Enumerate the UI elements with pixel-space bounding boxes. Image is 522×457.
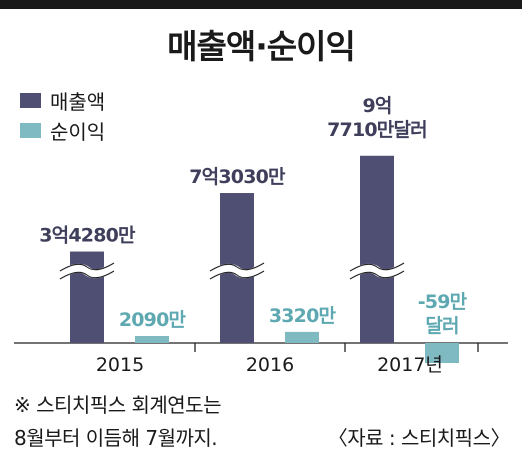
axis-break-line [59,270,115,280]
axis-break-line [349,262,405,272]
data-label-revenue: 7억3030만 [189,166,286,188]
axis-break-line [209,262,265,272]
x-tick-label: 2017년 [377,354,443,376]
bar-revenue-2017년 [360,155,394,343]
bar-profit-2015 [135,335,169,343]
legend-item-profit: 순이익 [20,116,105,145]
legend-label-revenue: 매출액 [50,90,106,114]
data-label-profit: 달러 [425,315,458,337]
bar-profit-2016 [285,331,319,343]
legend-swatch-profit [20,123,41,138]
legend-item-revenue: 매출액 [20,86,105,115]
axis-break-mark [207,263,267,279]
top-rule [0,0,522,9]
chart-title: 매출액·순이익 [167,27,356,66]
legend-label-profit: 순이익 [50,120,106,144]
data-label-profit: -59만 [418,291,468,313]
data-label-profit: 2090만 [119,309,187,331]
footnote-line-2: 8월부터 이듬해 7월까지. [14,426,218,450]
axis-break-line [349,270,405,280]
data-label-revenue: 9억 [362,95,391,117]
data-label-revenue: 3억4280만 [39,225,136,247]
x-tick-label: 2016 [246,354,294,376]
axis-break-mark [57,263,117,279]
axis-break-line [59,262,115,272]
footnote-line-1: ※ 스티치픽스 회계연도는 [14,393,221,417]
source-note: 〈자료 : 스티치픽스〉 [327,426,511,450]
data-label-revenue: 7710만달러 [327,119,427,141]
axis-break-mark [347,263,407,279]
x-tick-label: 2015 [96,354,144,376]
bar-profit-2017년 [425,343,459,363]
data-label-profit: 3320만 [269,305,337,327]
axis-break-line [209,270,265,280]
legend-swatch-revenue [20,93,41,108]
